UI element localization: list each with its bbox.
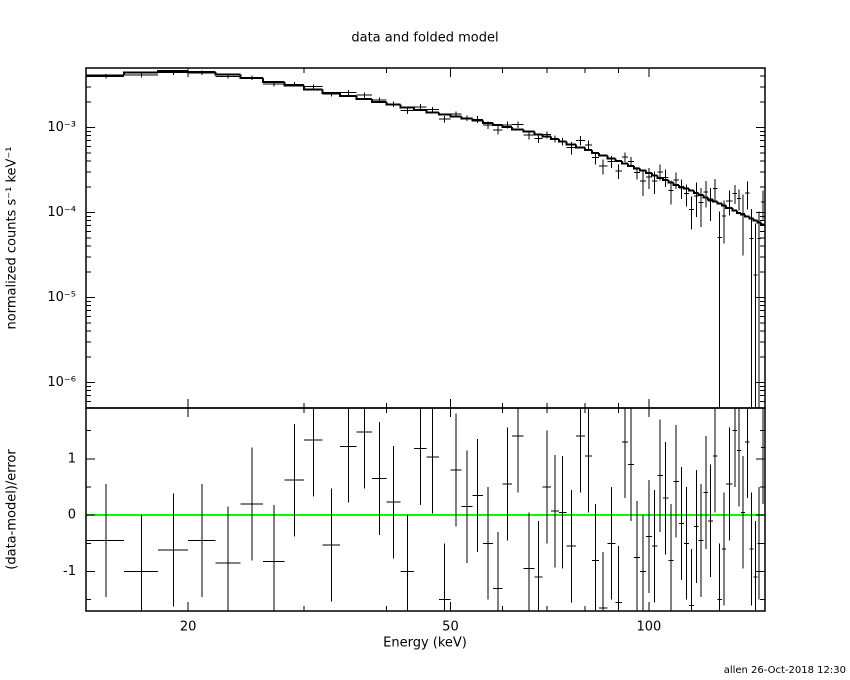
model-step: [491, 122, 503, 126]
panel: [86, 70, 765, 408]
model-step: [481, 120, 493, 124]
model-step: [692, 190, 699, 194]
x-tick-label: 100: [636, 620, 661, 635]
model-step: [677, 185, 684, 188]
panel: [86, 408, 765, 611]
y-tick-label: 0: [68, 508, 76, 523]
plot-frame: [85, 67, 766, 409]
model-step: [399, 104, 414, 109]
model-step: [591, 150, 599, 154]
y-tick-label: 10⁻⁵: [47, 290, 76, 305]
model-step: [672, 182, 679, 187]
model-step: [370, 99, 387, 103]
y-tick-label: 1: [68, 451, 76, 466]
model-step: [501, 124, 513, 129]
model-step: [752, 218, 758, 222]
model-step: [645, 170, 652, 175]
model-step: [760, 222, 765, 226]
model-step: [667, 180, 674, 184]
model-step: [620, 161, 629, 165]
model-step: [656, 175, 663, 179]
y-axis-label: normalized counts s⁻¹ keV⁻¹: [5, 147, 20, 330]
model-step: [633, 166, 641, 170]
model-step: [355, 95, 372, 101]
model-step: [756, 220, 762, 224]
model-step: [716, 201, 722, 205]
model-step: [412, 107, 427, 112]
model-step: [687, 188, 694, 192]
model-step: [682, 186, 689, 190]
x-axis-label: Energy (keV): [383, 636, 467, 651]
model-step: [597, 153, 608, 157]
model-step: [744, 214, 750, 218]
model-step: [614, 158, 622, 163]
model-step: [511, 127, 524, 131]
model-step: [627, 163, 635, 168]
model-step: [650, 173, 658, 177]
x-tick-label: 50: [442, 620, 459, 635]
plot-frame: [85, 407, 766, 612]
model-step: [702, 195, 709, 199]
model-step: [262, 78, 285, 84]
y-tick-label: -1: [63, 564, 76, 579]
model-step: [661, 177, 669, 182]
model-step: [606, 155, 616, 160]
model-step: [574, 144, 586, 149]
model-step: [697, 192, 704, 197]
model-step: [437, 112, 451, 116]
model-step: [725, 205, 733, 210]
model-step: [425, 110, 439, 114]
model-step: [740, 212, 746, 216]
model-step: [303, 85, 323, 91]
x-tick-label: 20: [180, 620, 197, 635]
y-tick-label: 10⁻⁴: [47, 205, 76, 220]
model-step: [541, 134, 551, 138]
y-tick-label: 10⁻³: [47, 120, 76, 135]
y-axis-label: (data-model)/error: [5, 449, 20, 570]
model-step: [735, 210, 742, 214]
chart-title: data and folded model: [351, 31, 498, 46]
model-step: [156, 70, 189, 73]
model-step: [720, 203, 727, 207]
model-step: [565, 141, 576, 146]
footer: allen 26-Oct-2018 12:30: [724, 665, 846, 676]
model-step: [707, 197, 713, 201]
model-step: [321, 89, 341, 94]
model-step: [522, 129, 535, 133]
y-tick-label: 10⁻⁶: [47, 375, 76, 390]
model-step: [449, 114, 462, 118]
model-step: [731, 208, 737, 212]
model-step: [460, 116, 473, 120]
model-step: [584, 147, 593, 152]
model-step: [214, 71, 241, 76]
model-step: [385, 101, 401, 106]
model-step: [533, 131, 543, 136]
model-step: [639, 168, 647, 172]
model-step: [123, 71, 158, 76]
model-step: [283, 82, 305, 87]
model-step: [748, 216, 754, 220]
